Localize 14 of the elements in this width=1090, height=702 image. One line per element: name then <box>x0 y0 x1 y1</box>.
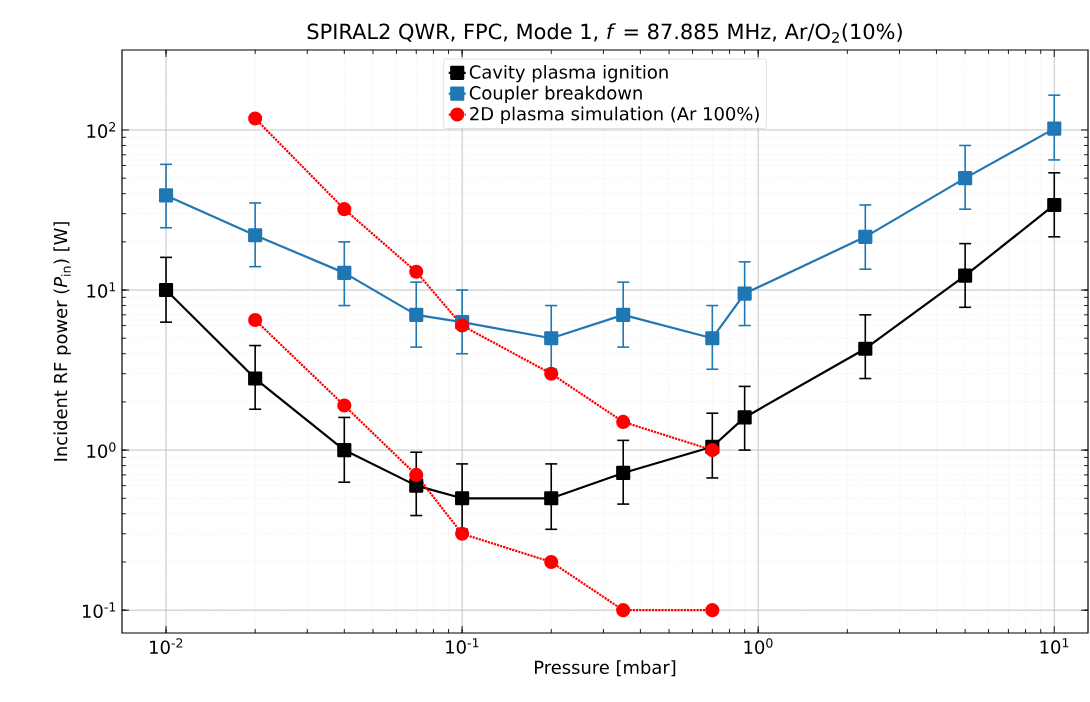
chart-title: SPIRAL2 QWR, FPC, Mode 1, f = 87.885 MHz, Ar/O$_{2}$(10%) <box>307 23 902 43</box>
y-tick-label: 10$^{-1}$ <box>82 602 116 618</box>
x-tick-label: 10$^{-2}$ <box>150 638 183 654</box>
legend-label: Coupler breakdown <box>469 85 642 104</box>
legend-label: 2D plasma simulation (Ar 100%) <box>470 106 759 124</box>
legend-label: Cavity plasma ignition <box>469 64 668 83</box>
y-tick-label: 10$^{1}$ <box>87 282 116 298</box>
y-tick-label: 10$^{0}$ <box>87 442 116 458</box>
x-tick-label: 10$^{-1}$ <box>446 638 479 654</box>
y-tick-label: 10$^{2}$ <box>87 122 116 138</box>
y-axis-title: Incident RF power (P$_{in}$) [W] <box>53 222 71 461</box>
x-axis-title: Pressure [mbar] <box>535 660 676 677</box>
x-tick-label: 10$^{0}$ <box>744 638 773 654</box>
x-tick-label: 10$^{1}$ <box>1040 638 1069 654</box>
